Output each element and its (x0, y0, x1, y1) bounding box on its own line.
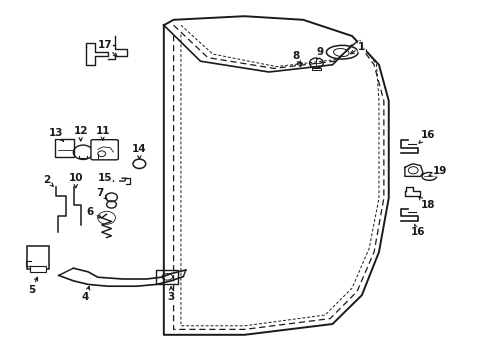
FancyBboxPatch shape (156, 270, 178, 284)
Text: 9: 9 (316, 47, 323, 60)
FancyBboxPatch shape (55, 139, 74, 157)
Text: 1: 1 (350, 42, 365, 54)
Text: 15: 15 (98, 173, 114, 183)
Text: 10: 10 (68, 173, 83, 188)
Text: 17: 17 (98, 40, 117, 57)
Text: 3: 3 (167, 287, 174, 302)
Text: 14: 14 (132, 144, 146, 159)
Text: 12: 12 (73, 126, 88, 141)
Text: 11: 11 (95, 126, 110, 140)
Text: 2: 2 (43, 175, 53, 186)
Polygon shape (404, 187, 419, 196)
Text: 6: 6 (87, 207, 102, 218)
FancyBboxPatch shape (27, 246, 49, 269)
Ellipse shape (326, 45, 357, 59)
Text: 4: 4 (81, 287, 89, 302)
Text: 7: 7 (96, 188, 106, 199)
Text: 5: 5 (28, 277, 38, 295)
FancyBboxPatch shape (30, 266, 46, 272)
FancyBboxPatch shape (91, 140, 118, 160)
Text: 16: 16 (410, 224, 425, 237)
Ellipse shape (333, 49, 348, 57)
Text: 18: 18 (418, 197, 434, 210)
Text: 8: 8 (292, 51, 300, 64)
Text: 19: 19 (428, 166, 447, 176)
Ellipse shape (162, 274, 172, 280)
Text: 13: 13 (49, 128, 63, 141)
Ellipse shape (421, 172, 436, 180)
Text: 16: 16 (418, 130, 434, 143)
